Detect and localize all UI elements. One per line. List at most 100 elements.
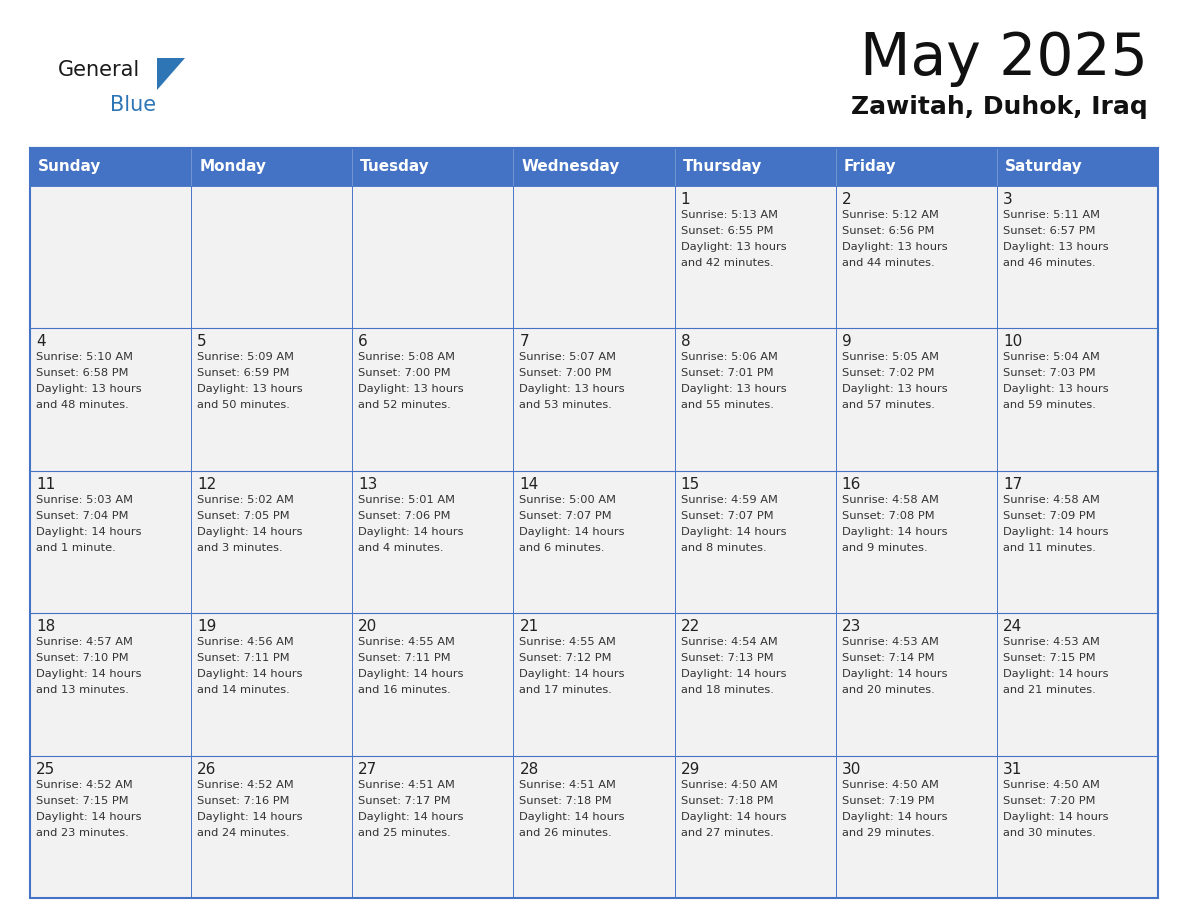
Text: Wednesday: Wednesday xyxy=(522,160,620,174)
Text: Daylight: 14 hours: Daylight: 14 hours xyxy=(36,812,141,822)
Text: 23: 23 xyxy=(842,620,861,634)
Text: Sunset: 7:07 PM: Sunset: 7:07 PM xyxy=(681,510,773,521)
Bar xyxy=(835,148,997,186)
Text: Sunrise: 4:51 AM: Sunrise: 4:51 AM xyxy=(359,779,455,789)
Text: and 4 minutes.: and 4 minutes. xyxy=(359,543,444,553)
Text: Sunrise: 5:12 AM: Sunrise: 5:12 AM xyxy=(842,210,939,220)
Bar xyxy=(997,186,1158,329)
Bar xyxy=(675,186,835,329)
Text: Sunrise: 5:04 AM: Sunrise: 5:04 AM xyxy=(1003,353,1100,363)
Text: 25: 25 xyxy=(36,762,56,777)
Text: Saturday: Saturday xyxy=(1005,160,1082,174)
Text: Sunset: 7:18 PM: Sunset: 7:18 PM xyxy=(681,796,773,806)
Text: 3: 3 xyxy=(1003,192,1012,207)
Text: and 55 minutes.: and 55 minutes. xyxy=(681,400,773,410)
Text: 11: 11 xyxy=(36,476,56,492)
Text: Sunrise: 4:55 AM: Sunrise: 4:55 AM xyxy=(519,637,617,647)
Bar xyxy=(353,329,513,471)
Bar xyxy=(191,186,353,329)
Text: Sunrise: 4:52 AM: Sunrise: 4:52 AM xyxy=(36,779,133,789)
Text: Daylight: 14 hours: Daylight: 14 hours xyxy=(681,812,786,822)
Text: and 17 minutes.: and 17 minutes. xyxy=(519,685,612,695)
Text: Sunrise: 4:55 AM: Sunrise: 4:55 AM xyxy=(359,637,455,647)
Bar xyxy=(675,329,835,471)
Bar xyxy=(353,148,513,186)
Text: and 29 minutes.: and 29 minutes. xyxy=(842,828,935,837)
Text: Sunset: 7:13 PM: Sunset: 7:13 PM xyxy=(681,654,773,663)
Text: Sunrise: 5:01 AM: Sunrise: 5:01 AM xyxy=(359,495,455,505)
Text: Daylight: 14 hours: Daylight: 14 hours xyxy=(359,669,463,679)
Text: Sunrise: 4:50 AM: Sunrise: 4:50 AM xyxy=(842,779,939,789)
Text: 6: 6 xyxy=(359,334,368,350)
Polygon shape xyxy=(157,58,185,90)
Text: Daylight: 13 hours: Daylight: 13 hours xyxy=(519,385,625,395)
Text: Daylight: 13 hours: Daylight: 13 hours xyxy=(842,385,947,395)
Text: Sunset: 7:15 PM: Sunset: 7:15 PM xyxy=(1003,654,1095,663)
Text: 7: 7 xyxy=(519,334,529,350)
Text: and 1 minute.: and 1 minute. xyxy=(36,543,115,553)
Text: and 25 minutes.: and 25 minutes. xyxy=(359,828,451,837)
Text: 1: 1 xyxy=(681,192,690,207)
Text: Daylight: 14 hours: Daylight: 14 hours xyxy=(359,527,463,537)
Bar xyxy=(191,756,353,898)
Text: 17: 17 xyxy=(1003,476,1022,492)
Text: Sunset: 7:11 PM: Sunset: 7:11 PM xyxy=(359,654,451,663)
Bar xyxy=(997,148,1158,186)
Text: and 11 minutes.: and 11 minutes. xyxy=(1003,543,1095,553)
Text: Sunrise: 4:56 AM: Sunrise: 4:56 AM xyxy=(197,637,293,647)
Text: Daylight: 14 hours: Daylight: 14 hours xyxy=(36,527,141,537)
Text: Daylight: 14 hours: Daylight: 14 hours xyxy=(197,527,303,537)
Text: 5: 5 xyxy=(197,334,207,350)
Text: Sunrise: 4:58 AM: Sunrise: 4:58 AM xyxy=(842,495,939,505)
Text: Sunset: 6:59 PM: Sunset: 6:59 PM xyxy=(197,368,290,378)
Bar xyxy=(835,613,997,756)
Text: Sunrise: 5:02 AM: Sunrise: 5:02 AM xyxy=(197,495,293,505)
Text: 27: 27 xyxy=(359,762,378,777)
Text: Sunset: 7:16 PM: Sunset: 7:16 PM xyxy=(197,796,290,806)
Text: Sunset: 6:57 PM: Sunset: 6:57 PM xyxy=(1003,226,1095,236)
Text: and 59 minutes.: and 59 minutes. xyxy=(1003,400,1095,410)
Text: and 20 minutes.: and 20 minutes. xyxy=(842,685,935,695)
Text: Sunset: 6:55 PM: Sunset: 6:55 PM xyxy=(681,226,773,236)
Text: and 42 minutes.: and 42 minutes. xyxy=(681,258,773,268)
Text: Sunset: 7:00 PM: Sunset: 7:00 PM xyxy=(519,368,612,378)
Bar xyxy=(675,148,835,186)
Text: and 27 minutes.: and 27 minutes. xyxy=(681,828,773,837)
Bar xyxy=(835,756,997,898)
Text: and 16 minutes.: and 16 minutes. xyxy=(359,685,451,695)
Bar xyxy=(513,186,675,329)
Bar xyxy=(30,148,191,186)
Text: and 30 minutes.: and 30 minutes. xyxy=(1003,828,1095,837)
Text: and 53 minutes.: and 53 minutes. xyxy=(519,400,612,410)
Bar xyxy=(191,613,353,756)
Text: Thursday: Thursday xyxy=(683,160,762,174)
Text: Sunrise: 5:07 AM: Sunrise: 5:07 AM xyxy=(519,353,617,363)
Bar xyxy=(30,471,191,613)
Text: Sunset: 7:07 PM: Sunset: 7:07 PM xyxy=(519,510,612,521)
Bar xyxy=(353,756,513,898)
Text: Sunrise: 4:53 AM: Sunrise: 4:53 AM xyxy=(842,637,939,647)
Bar xyxy=(997,329,1158,471)
Text: 31: 31 xyxy=(1003,762,1022,777)
Bar xyxy=(997,613,1158,756)
Text: Daylight: 14 hours: Daylight: 14 hours xyxy=(681,669,786,679)
Bar xyxy=(353,471,513,613)
Text: Sunset: 7:18 PM: Sunset: 7:18 PM xyxy=(519,796,612,806)
Text: Sunrise: 4:51 AM: Sunrise: 4:51 AM xyxy=(519,779,617,789)
Bar xyxy=(513,756,675,898)
Text: Sunrise: 4:53 AM: Sunrise: 4:53 AM xyxy=(1003,637,1100,647)
Text: and 6 minutes.: and 6 minutes. xyxy=(519,543,605,553)
Text: and 52 minutes.: and 52 minutes. xyxy=(359,400,451,410)
Text: 18: 18 xyxy=(36,620,56,634)
Text: May 2025: May 2025 xyxy=(860,30,1148,87)
Text: Daylight: 13 hours: Daylight: 13 hours xyxy=(359,385,463,395)
Text: Sunset: 7:06 PM: Sunset: 7:06 PM xyxy=(359,510,450,521)
Text: and 23 minutes.: and 23 minutes. xyxy=(36,828,128,837)
Text: Daylight: 13 hours: Daylight: 13 hours xyxy=(681,242,786,252)
Text: Sunrise: 5:08 AM: Sunrise: 5:08 AM xyxy=(359,353,455,363)
Text: and 13 minutes.: and 13 minutes. xyxy=(36,685,128,695)
Text: Sunrise: 5:03 AM: Sunrise: 5:03 AM xyxy=(36,495,133,505)
Text: Daylight: 14 hours: Daylight: 14 hours xyxy=(197,669,303,679)
Text: Sunset: 7:20 PM: Sunset: 7:20 PM xyxy=(1003,796,1095,806)
Text: 24: 24 xyxy=(1003,620,1022,634)
